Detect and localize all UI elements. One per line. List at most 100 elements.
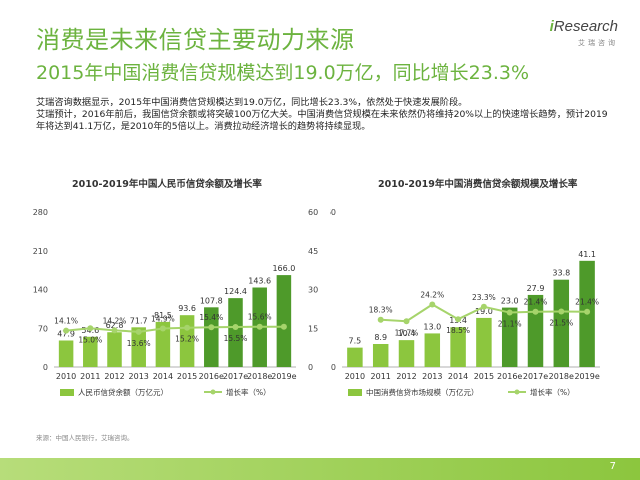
chart1-x-tick: 2012 bbox=[104, 372, 124, 381]
chart1-y-left-tick: 70 bbox=[38, 324, 48, 333]
chart2-y-left-tick: 0 bbox=[331, 363, 336, 372]
chart2-growth-point bbox=[455, 316, 462, 323]
chart2-growth-point bbox=[403, 318, 410, 325]
chart1-growth-point bbox=[135, 328, 142, 335]
chart2-x-tick: 2016e bbox=[497, 372, 522, 381]
chart1-y-left-tick: 280 bbox=[33, 208, 48, 217]
chart2-x-tick: 2011 bbox=[371, 372, 391, 381]
chart2-bar bbox=[450, 327, 466, 367]
chart2-x-tick: 2017e bbox=[523, 372, 548, 381]
chart2-title: 2010-2019年中国消费信贷余额规模及增长率 bbox=[378, 179, 578, 190]
chart2-growth-point bbox=[532, 308, 539, 315]
chart2-bar bbox=[501, 307, 518, 367]
chart2-bar-label: 33.8 bbox=[552, 269, 570, 278]
chart1-growth-point bbox=[184, 324, 191, 331]
chart2-bar bbox=[398, 340, 415, 367]
chart2-growth-point bbox=[506, 309, 513, 316]
chart1-growth-point bbox=[87, 325, 94, 332]
chart2-growth-point bbox=[480, 303, 487, 310]
chart2-growth-label: 21.1% bbox=[498, 319, 522, 328]
chart1-x-tick: 2015 bbox=[177, 372, 197, 381]
chart2-bar-label: 8.9 bbox=[374, 333, 387, 342]
chart2-growth-label: 17.7% bbox=[395, 328, 419, 337]
chart2-x-tick: 2013 bbox=[422, 372, 442, 381]
chart2-y-left-tick: 60 bbox=[330, 208, 336, 217]
chart2-growth-point bbox=[584, 308, 591, 315]
chart1-y-right-tick: 45 bbox=[308, 247, 318, 256]
chart2-legend-line-label: 增长率（%） bbox=[530, 387, 575, 397]
chart1-bar bbox=[83, 336, 98, 367]
chart-rmb-credit: 07014021028001530456047.9201054.6201162.… bbox=[33, 208, 318, 397]
page-number: 7 bbox=[609, 461, 616, 472]
chart2-bar-label: 27.9 bbox=[527, 284, 545, 293]
chart2-bar-label: 19.0 bbox=[475, 307, 493, 316]
chart1-growth-point bbox=[63, 327, 70, 334]
chart2-bar bbox=[476, 317, 492, 367]
chart1-legend-bar-swatch bbox=[60, 389, 74, 396]
chart1-growth-point bbox=[256, 323, 263, 330]
chart1-y-left-tick: 0 bbox=[43, 363, 48, 372]
chart2-bar-label: 23.0 bbox=[501, 297, 519, 306]
chart1-bar-label: 47.9 bbox=[57, 329, 75, 338]
chart1-growth-label: 15.2% bbox=[175, 335, 199, 344]
chart1-bar bbox=[155, 321, 171, 367]
chart2-growth-label: 18.3% bbox=[369, 306, 393, 315]
chart1-x-tick: 2019e bbox=[271, 372, 296, 381]
chart1-y-left-tick: 210 bbox=[33, 247, 48, 256]
chart1-bar-label: 93.6 bbox=[178, 304, 196, 313]
chart1-y-right-tick: 0 bbox=[308, 363, 313, 372]
chart1-growth-point bbox=[159, 325, 166, 332]
chart1-y-left-tick: 140 bbox=[33, 286, 48, 295]
chart1-bar-label: 166.0 bbox=[272, 264, 295, 273]
chart1-x-tick: 2016e bbox=[199, 372, 224, 381]
chart2-bar bbox=[553, 279, 570, 367]
chart1-growth-label: 15.4% bbox=[199, 313, 223, 322]
chart1-x-tick: 2011 bbox=[80, 372, 100, 381]
chart2-legend-bar-swatch bbox=[348, 389, 362, 396]
source-note: 来源：中国人民银行，艾瑞咨询。 bbox=[36, 434, 134, 442]
chart1-bar bbox=[228, 298, 243, 367]
chart1-bar-label: 107.8 bbox=[200, 296, 223, 305]
chart1-y-right-tick: 15 bbox=[308, 324, 318, 333]
chart2-growth-point bbox=[558, 308, 565, 315]
chart1-growth-label: 14.9% bbox=[151, 315, 175, 324]
chart1-x-tick: 2010 bbox=[56, 372, 76, 381]
chart2-bar-label: 10.4 bbox=[398, 329, 416, 338]
chart1-growth-label: 14.2% bbox=[103, 316, 127, 325]
logo-prefix: i bbox=[549, 18, 554, 35]
chart1-title: 2010-2019年中国人民币信贷余额及增长率 bbox=[72, 179, 262, 190]
chart2-x-tick: 2015 bbox=[474, 372, 494, 381]
summary-line-1: 艾瑞咨询数据显示，2015年中国消费信贷规模达到19.0万亿，同比增长23.3%… bbox=[36, 97, 468, 108]
chart2-x-tick: 2018e bbox=[549, 372, 574, 381]
logo-rest: Research bbox=[553, 18, 618, 35]
chart2-growth-label: 21.5% bbox=[549, 318, 573, 327]
chart1-bar-label: 81.5 bbox=[154, 311, 172, 320]
logo-subtitle: 艾瑞咨询 bbox=[578, 39, 618, 47]
chart2-bar-label: 7.5 bbox=[349, 337, 362, 346]
chart2-x-tick: 2014 bbox=[448, 372, 468, 381]
chart1-x-tick: 2014 bbox=[153, 372, 173, 381]
chart1-growth-line bbox=[66, 325, 284, 333]
chart1-bar bbox=[204, 307, 219, 367]
chart1-x-tick: 2018e bbox=[247, 372, 272, 381]
chart2-x-tick: 2019e bbox=[574, 372, 599, 381]
chart1-growth-label: 15.5% bbox=[224, 334, 248, 343]
chart1-y-right-tick: 30 bbox=[308, 286, 318, 295]
chart2-bar bbox=[424, 333, 441, 367]
chart2-growth-point bbox=[377, 316, 384, 323]
chart1-x-tick: 2013 bbox=[129, 372, 149, 381]
chart1-growth-label: 14.1% bbox=[54, 317, 78, 326]
chart-consumer-credit: 0607.520108.9201110.4201213.0201315.4201… bbox=[330, 208, 600, 397]
chart1-bar-label: 143.6 bbox=[248, 277, 271, 286]
chart2-growth-label: 24.2% bbox=[420, 290, 444, 299]
page-subtitle: 2015年中国消费信贷规模达到19.0万亿，同比增长23.3% bbox=[36, 62, 530, 84]
chart1-growth-label: 15.0% bbox=[78, 335, 102, 344]
chart1-growth-point bbox=[111, 327, 118, 334]
chart1-bar bbox=[58, 340, 74, 367]
chart2-bar bbox=[527, 294, 544, 367]
chart1-bar bbox=[131, 327, 146, 367]
logo-wordmark: iResearch bbox=[550, 18, 618, 35]
chart1-growth-point bbox=[232, 323, 239, 330]
page-title: 消费是未来信贷主要动力来源 bbox=[36, 26, 355, 54]
summary-line-2: 艾瑞预计，2016年前后，我国信贷余额或将突破100万亿大关。中国消费信贷规模在… bbox=[36, 109, 608, 132]
